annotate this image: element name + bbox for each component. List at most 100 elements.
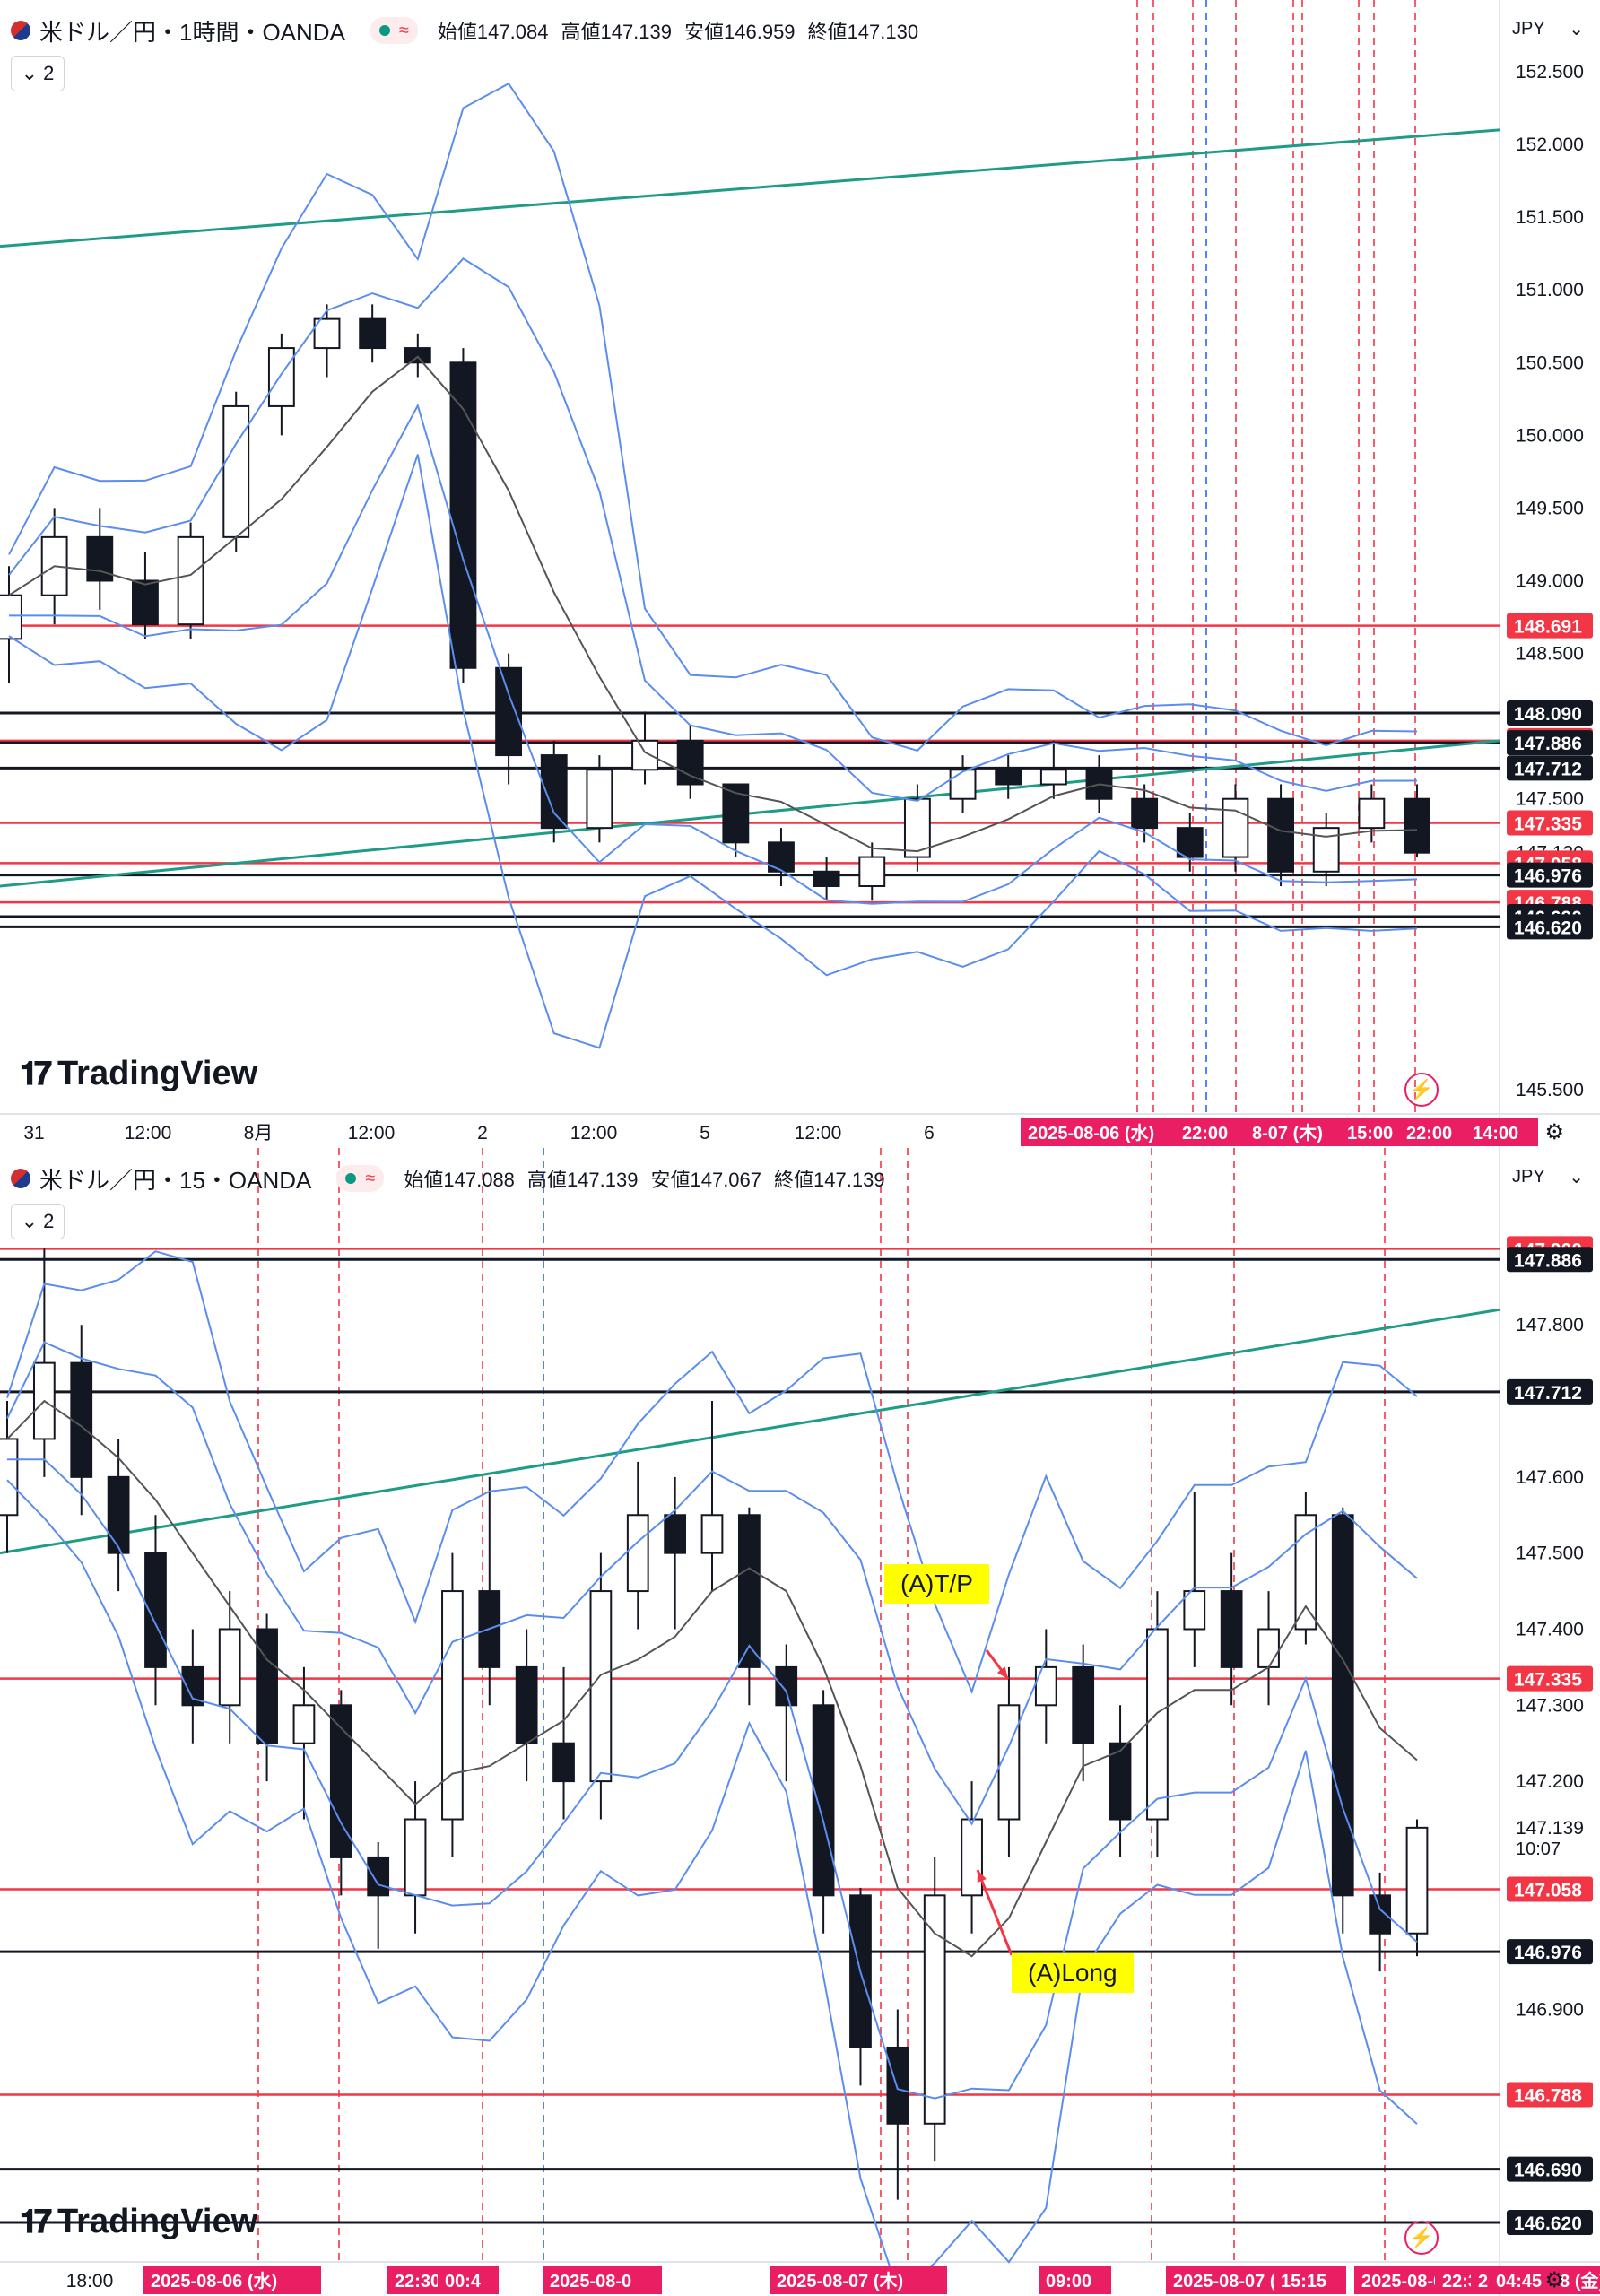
- ohlc-high: 高値147.139: [526, 1169, 639, 1191]
- level-price-label: 147.058: [1514, 1881, 1582, 1901]
- level-price-badge: [1507, 862, 1593, 888]
- tradingview-watermark: 𝟏𝟕 TradingView: [20, 1055, 258, 1092]
- candle-down: [495, 666, 523, 757]
- time-highlight-label: 00:4: [445, 2272, 482, 2292]
- tradingview-watermark: 𝟏𝟕 TradingView: [20, 2203, 258, 2240]
- price-tick-label: 148.500: [1516, 644, 1584, 665]
- level-price-label: 147.712: [1514, 759, 1582, 779]
- level-price-badge: [1507, 2210, 1593, 2236]
- candle-up: [1034, 1665, 1057, 1707]
- level-price-label: 146.788: [1514, 2086, 1582, 2107]
- candle-down: [552, 1742, 575, 1783]
- candle-up: [626, 1514, 649, 1593]
- bollinger-upper-1: [6, 1341, 1418, 1826]
- chart-header: 米ドル／円・15・OANDA ≈ 始値147.088 高値147.139 安値1…: [11, 1161, 898, 1196]
- ohlc-open: 始値147.084: [437, 21, 549, 43]
- level-price-label: 146.690: [1514, 2161, 1582, 2181]
- candle-down: [775, 1665, 798, 1707]
- candle-up: [292, 1704, 316, 1744]
- level-price-label: 147.886: [1514, 1250, 1582, 1271]
- level-price-label: 148.090: [1514, 704, 1582, 725]
- candle-up: [313, 317, 341, 350]
- candle-down: [359, 317, 387, 350]
- time-axis-label: 2: [477, 1123, 488, 1144]
- ohlc-low: 安値146.959: [684, 21, 796, 43]
- time-axis-label: 8月: [244, 1123, 274, 1144]
- time-axis-label: 12:00: [570, 1123, 618, 1144]
- market-status-badge[interactable]: ≈: [370, 17, 418, 44]
- bollinger-lower-1: [9, 403, 1418, 905]
- price-tick-label: 147.400: [1516, 1619, 1584, 1639]
- level-price-badge: [1507, 2156, 1593, 2182]
- time-highlight-label: 04:45: [1496, 2272, 1542, 2292]
- gear-icon[interactable]: ⚙: [1544, 2268, 1564, 2292]
- level-price-badge: [1507, 700, 1593, 726]
- level-price-label: 147.335: [1514, 813, 1582, 834]
- time-highlight-label: 2025-08-0: [550, 2272, 631, 2292]
- time-highlight-badge: [1465, 1118, 1538, 1146]
- candle-down: [107, 1475, 130, 1554]
- candle-up: [0, 594, 22, 640]
- ohlc-high: 高値147.139: [561, 21, 672, 43]
- level-price-badge: [1507, 1939, 1593, 1965]
- candle-up: [903, 797, 931, 858]
- symbol-title[interactable]: 米ドル／円・15・OANDA: [39, 1166, 312, 1194]
- level-price-label: 146.976: [1514, 866, 1582, 887]
- candle-up: [1294, 1514, 1317, 1631]
- alert-bolt-icon[interactable]: ⚡: [1404, 2221, 1439, 2255]
- annotation-long-entry[interactable]: (A)Long: [1012, 1953, 1134, 1993]
- gear-icon[interactable]: ⚙: [1544, 1120, 1564, 1144]
- price-tick-label: 150.000: [1516, 425, 1584, 446]
- price-tick-label: 149.500: [1516, 498, 1584, 518]
- alert-bolt-icon[interactable]: ⚡: [1404, 1073, 1439, 1107]
- currency-selector[interactable]: JPY ⌄: [1512, 18, 1584, 39]
- delay-wave-icon: ≈: [398, 20, 409, 40]
- candle-down: [404, 347, 431, 364]
- candle-up: [586, 769, 613, 830]
- indicator-collapse-button[interactable]: ⌄ 2: [11, 56, 65, 91]
- chart-pane-15m[interactable]: 147.800 147.600 147.500 147.400 147.300 147.2…: [0, 1148, 1600, 2296]
- countdown-label: 10:07: [1516, 1839, 1561, 1859]
- bollinger-upper-2: [6, 1250, 1418, 1694]
- candle-up: [1183, 1590, 1206, 1631]
- candle-up: [961, 1818, 983, 1897]
- ohlc-close: 終値147.139: [774, 1169, 885, 1191]
- chart-pane-1h[interactable]: 152.500 152.000 151.500 151.000 150.500 150.0…: [0, 0, 1600, 1148]
- time-highlight-label: 22:00: [1182, 1124, 1228, 1144]
- price-tick-label: 147.500: [1516, 789, 1584, 810]
- time-highlight-label: 15:15: [1281, 2272, 1326, 2292]
- level-price-label: 147.712: [1514, 1383, 1582, 1404]
- price-tick-label: 150.500: [1516, 352, 1584, 373]
- level-price-label: 147.886: [1514, 734, 1582, 754]
- candle-down: [664, 1514, 687, 1554]
- candle-down: [132, 579, 159, 626]
- level-price-label: 147.335: [1514, 1670, 1582, 1691]
- annotation-arrow: [976, 1869, 1013, 1956]
- time-highlight-badge: [1039, 2266, 1111, 2294]
- time-highlight-label: 09:00: [1046, 2272, 1091, 2292]
- moving-average-line: [6, 1399, 1418, 1958]
- market-status-badge[interactable]: ≈: [336, 1165, 385, 1192]
- time-highlight-badge: [770, 2266, 947, 2294]
- candle-down: [1267, 797, 1294, 873]
- level-price-label: 146.620: [1514, 918, 1582, 938]
- time-highlight-badge: [1489, 2266, 1561, 2294]
- currency-selector[interactable]: JPY ⌄: [1512, 1166, 1584, 1187]
- chart-canvas-1h[interactable]: 152.500 152.000 151.500 151.000 150.500 150.0…: [0, 0, 1600, 1148]
- indicator-collapse-button[interactable]: ⌄ 2: [11, 1204, 65, 1239]
- annotation-take-profit[interactable]: (A)T/P: [884, 1564, 989, 1604]
- level-price-label: 146.620: [1514, 2213, 1582, 2234]
- chart-header: 米ドル／円・1時間・OANDA ≈ 始値147.084 高値147.139 安値…: [11, 13, 931, 48]
- annotation-arrowhead: [996, 1666, 1008, 1679]
- time-highlight-badge: [1021, 1118, 1198, 1146]
- price-tick-label: 147.300: [1516, 1695, 1584, 1716]
- symbol-title[interactable]: 米ドル／円・1時間・OANDA: [39, 18, 345, 46]
- candle-down: [329, 1704, 352, 1858]
- bollinger-lower-2: [8, 454, 1418, 1049]
- bollinger-upper-2: [8, 82, 1418, 752]
- time-axis-label: 31: [23, 1123, 44, 1144]
- moving-average-line: [8, 355, 1418, 853]
- candle-down: [515, 1665, 538, 1744]
- chart-canvas-15m[interactable]: 147.800 147.600 147.500 147.400 147.300 147.2…: [0, 1148, 1600, 2296]
- chevron-down-icon: ⌄: [1569, 1167, 1584, 1187]
